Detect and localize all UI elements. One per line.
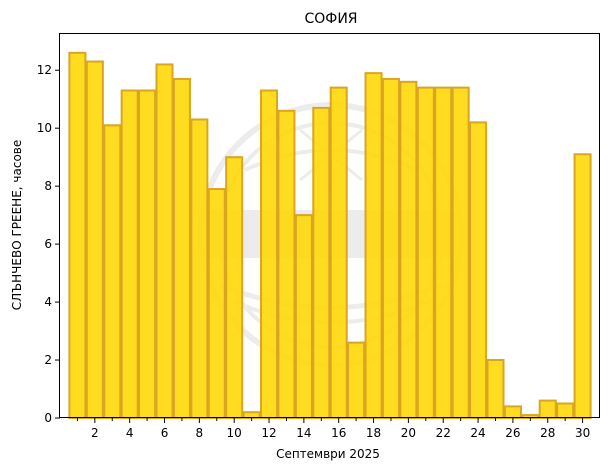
y-tick-label: 10 [37,121,52,135]
bar-day-14 [294,214,313,419]
chart-title: СОФИЯ [304,11,357,27]
x-tick-label: 4 [126,426,134,440]
bars-group [68,51,592,420]
bar-day-22 [434,86,453,420]
bar-day-10 [225,156,244,419]
y-tick-label: 8 [44,179,52,193]
bar-day-25 [486,359,505,420]
x-tick-label: 16 [331,426,346,440]
y-tick-label: 6 [44,237,52,251]
y-axis: 0 2 4 6 8 10 12 [37,63,60,425]
x-tick-label: 26 [505,426,520,440]
x-axis: 2 4 6 8 10 12 14 16 18 20 22 24 26 28 30 [76,418,590,440]
bar-day-28 [538,399,557,419]
bar-day-23 [451,86,470,420]
y-tick-label: 12 [37,63,52,77]
bar-day-6 [155,63,174,420]
bar-day-30 [573,153,592,420]
bar-day-9 [207,188,226,419]
y-axis-label: СЛЪНЧЕВО ГРЕЕНЕ, часове [10,140,24,311]
bar-day-26 [503,405,522,420]
x-tick-label: 12 [261,426,276,440]
bar-day-15 [312,106,331,420]
x-tick-label: 14 [296,426,311,440]
x-tick-label: 10 [227,426,242,440]
bar-day-3 [103,124,122,419]
x-axis-label: Септември 2025 [276,447,380,461]
bar-day-19 [381,77,400,419]
plot-frame [59,33,600,418]
bar-day-5 [138,89,157,419]
x-tick-label: 2 [91,426,99,440]
bar-day-20 [399,80,418,419]
bar-day-7 [172,77,191,419]
x-tick-label: 18 [366,426,381,440]
x-tick-label: 24 [470,426,485,440]
bar-day-12 [260,89,279,419]
x-tick-label: 8 [196,426,204,440]
bar-day-2 [85,60,104,419]
y-tick-label: 2 [44,353,52,367]
bar-day-29 [556,402,575,420]
bar-day-16 [329,86,348,420]
x-tick-label: 30 [575,426,590,440]
bar-day-13 [277,109,296,420]
bar-day-8 [190,118,209,420]
bar-day-21 [416,86,435,420]
y-tick-label: 0 [44,411,52,425]
x-tick-label: 20 [401,426,416,440]
bar-day-4 [120,89,139,419]
bar-day-18 [364,72,383,420]
y-tick-label: 4 [44,295,52,309]
x-tick-label: 28 [540,426,555,440]
x-tick-label: 22 [436,426,451,440]
bar-day-17 [347,341,366,419]
bar-day-24 [469,121,488,419]
x-tick-label: 6 [161,426,169,440]
bar-day-1 [68,51,87,420]
